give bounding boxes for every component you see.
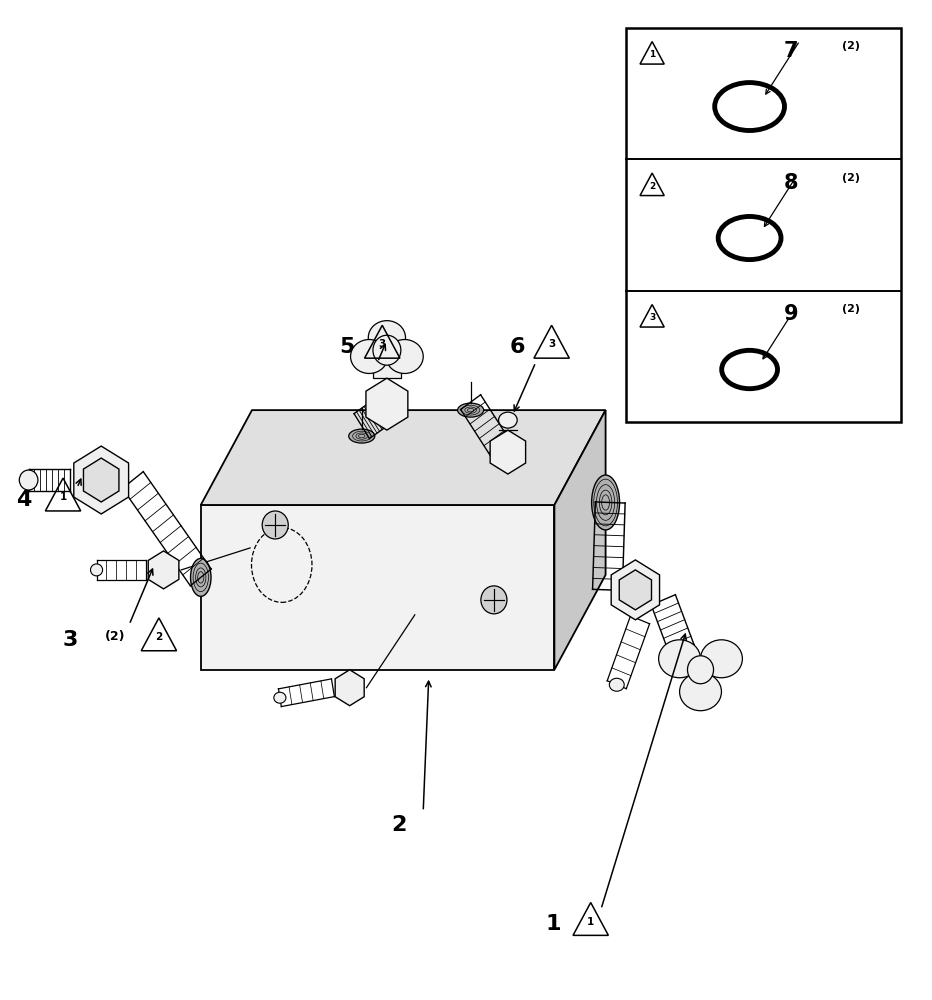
- Text: 3: 3: [649, 313, 655, 322]
- Text: 4: 4: [16, 490, 32, 510]
- Text: 2: 2: [391, 815, 406, 835]
- Polygon shape: [611, 560, 660, 620]
- Text: 6: 6: [510, 337, 525, 357]
- Text: 2: 2: [156, 632, 162, 642]
- Text: 1: 1: [649, 50, 655, 59]
- Text: (2): (2): [843, 41, 860, 51]
- Ellipse shape: [274, 692, 286, 703]
- Ellipse shape: [90, 564, 103, 576]
- Polygon shape: [619, 570, 651, 610]
- Polygon shape: [490, 430, 526, 474]
- Circle shape: [688, 656, 714, 684]
- Text: 3: 3: [62, 630, 78, 650]
- Ellipse shape: [386, 340, 423, 373]
- Text: 1: 1: [546, 914, 561, 934]
- Text: (2): (2): [105, 630, 126, 643]
- Ellipse shape: [20, 470, 38, 490]
- Polygon shape: [200, 410, 606, 505]
- Bar: [626, 28, 900, 422]
- Polygon shape: [74, 446, 129, 514]
- Ellipse shape: [610, 678, 624, 691]
- Circle shape: [373, 335, 401, 365]
- Ellipse shape: [659, 640, 701, 678]
- Text: 7: 7: [784, 41, 798, 61]
- Circle shape: [481, 586, 507, 614]
- Text: 8: 8: [784, 173, 798, 193]
- Text: (2): (2): [843, 173, 860, 183]
- Ellipse shape: [458, 403, 484, 417]
- Ellipse shape: [592, 475, 620, 530]
- Text: (2): (2): [843, 304, 860, 314]
- Text: 9: 9: [784, 304, 798, 324]
- Polygon shape: [148, 551, 179, 589]
- Ellipse shape: [190, 558, 211, 596]
- Polygon shape: [555, 410, 606, 670]
- Bar: [373, 356, 401, 378]
- Polygon shape: [336, 670, 364, 706]
- Text: 3: 3: [548, 339, 555, 349]
- Text: 1: 1: [60, 492, 67, 502]
- Ellipse shape: [499, 412, 517, 428]
- Circle shape: [262, 511, 288, 539]
- Text: 3: 3: [378, 339, 386, 349]
- Ellipse shape: [350, 340, 388, 373]
- Ellipse shape: [349, 429, 375, 443]
- Text: 5: 5: [339, 337, 354, 357]
- Ellipse shape: [701, 640, 743, 678]
- Text: 1: 1: [587, 917, 595, 927]
- Polygon shape: [366, 378, 408, 430]
- Ellipse shape: [679, 673, 721, 711]
- Polygon shape: [200, 505, 555, 670]
- Text: 2: 2: [649, 182, 655, 191]
- Polygon shape: [84, 458, 119, 502]
- Ellipse shape: [368, 321, 405, 355]
